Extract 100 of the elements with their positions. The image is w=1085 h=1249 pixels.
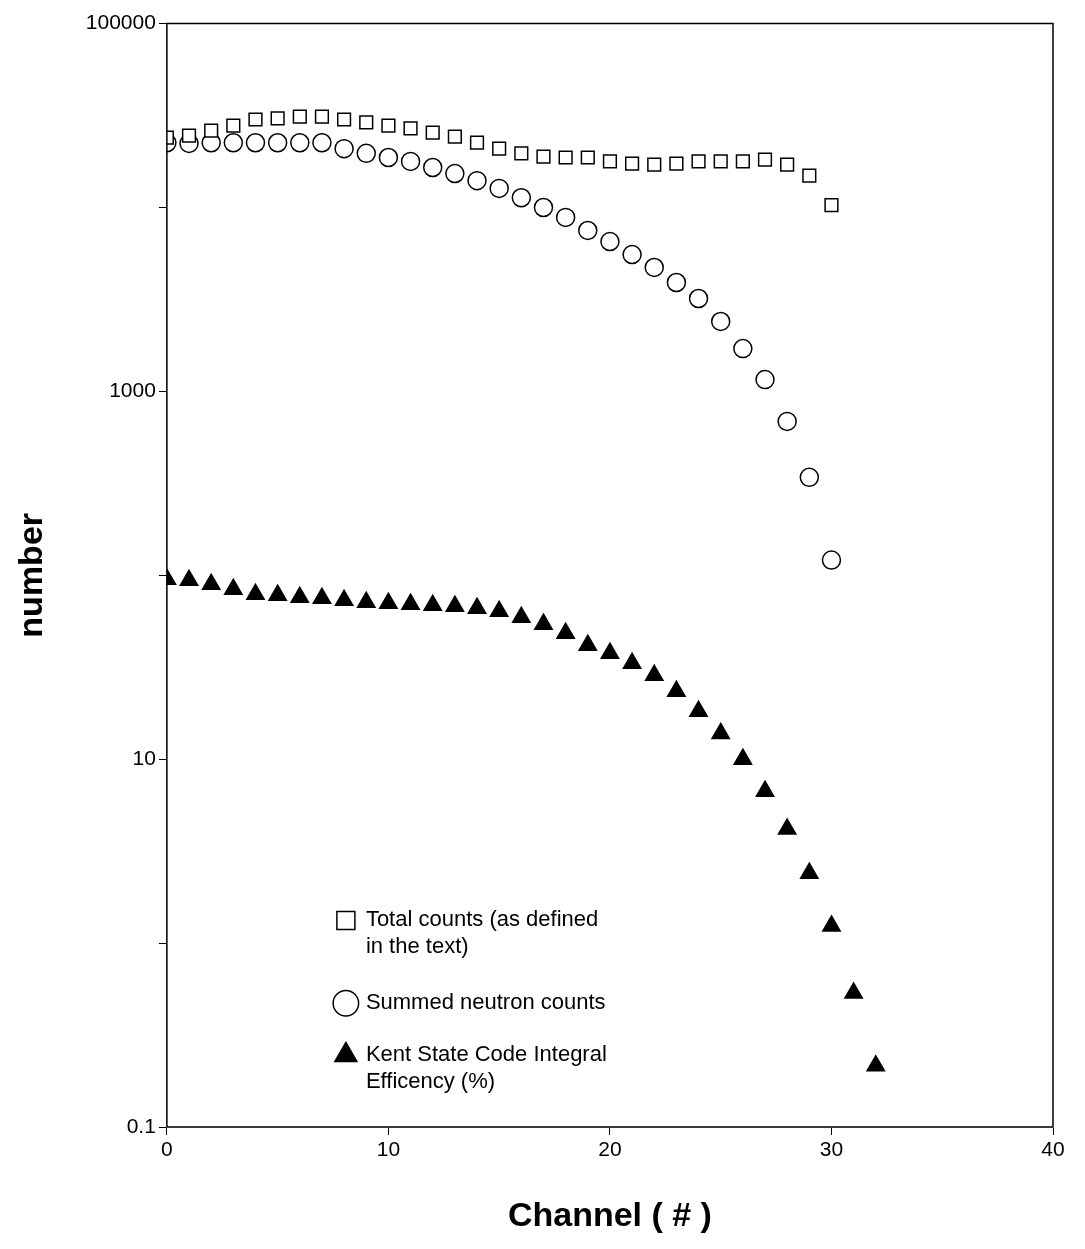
point [669,156,684,171]
point [511,606,531,624]
point [777,411,797,432]
point [822,915,841,932]
point [514,146,529,161]
point [270,111,285,126]
legend-label: Kent State Code Integral Efficency (%) [365,1041,607,1093]
legend-label: Summed neutron counts [365,989,606,1015]
point [689,700,708,718]
point [447,129,462,144]
point [780,157,795,172]
point [489,178,509,199]
point [600,231,620,252]
point [666,272,687,293]
point [204,123,219,138]
point [201,573,221,591]
point [511,187,532,208]
point [688,288,709,309]
point [578,220,598,241]
x-tick-label: 0 [161,1137,173,1161]
point [644,257,664,278]
x-axis-title: Channel ( # ) [507,1194,712,1233]
point [644,664,664,682]
point [733,748,753,765]
point [534,613,553,630]
point [334,589,354,607]
point [379,592,398,610]
point [248,112,263,127]
y-tick-label: 10 [132,746,156,769]
x-tick-label: 40 [1041,1137,1065,1161]
point [755,780,775,797]
point [711,722,731,740]
point [268,584,288,601]
point [602,154,618,169]
point [755,369,775,390]
point [578,634,598,651]
point [866,1055,886,1072]
point [555,207,576,228]
point [622,244,642,265]
point [290,586,310,604]
y-tick-label: 1000 [109,378,156,402]
point [799,467,820,488]
point [312,587,332,605]
point [710,311,731,332]
x-tick-label: 20 [598,1137,622,1161]
y-tick-label: 100000 [85,10,156,34]
point [802,168,817,183]
point [445,595,465,612]
point [691,154,706,169]
point [378,147,399,168]
point [600,642,620,659]
point [492,141,507,156]
point [226,118,241,133]
x-tick-label: 30 [819,1137,844,1161]
point [179,569,199,587]
point [824,198,839,213]
point [334,138,354,159]
point [536,149,551,164]
point [400,151,421,172]
point [381,118,396,133]
point [489,600,509,618]
point [359,115,374,130]
point [733,338,753,359]
point [844,982,864,999]
point [246,583,265,601]
point [556,622,576,640]
point [666,680,686,698]
point [757,152,773,167]
point [533,197,554,218]
y-tick-label: 0.1 [126,1113,156,1137]
point [181,128,197,143]
point [467,597,487,614]
point [777,818,797,835]
point [467,170,487,191]
point [423,594,443,612]
point [403,121,418,136]
point [245,132,266,153]
point [624,156,640,171]
point [735,154,750,169]
point [799,862,819,879]
point [401,593,420,610]
point [314,109,330,124]
y-axis-title: number [10,512,49,638]
point [292,109,307,124]
legend-label: Total counts (as defined in the text) [365,906,599,958]
point [312,132,332,153]
point [223,132,244,153]
point [356,143,376,164]
point [821,550,842,570]
x-tick-label: 10 [376,1137,401,1161]
point [445,163,465,184]
point [713,154,728,169]
point [647,157,662,172]
point [356,591,376,609]
point [290,132,310,153]
point [580,150,595,165]
point [223,578,243,596]
point [267,132,288,153]
point [558,150,573,165]
point [422,157,443,178]
